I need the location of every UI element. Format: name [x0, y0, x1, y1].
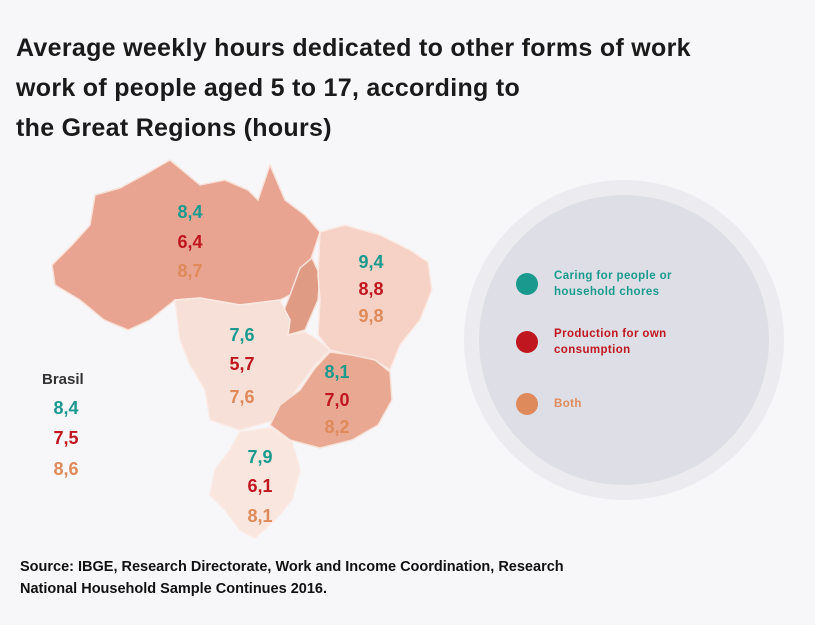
- region-center-west-shape: [174, 297, 332, 431]
- source-note: Source: IBGE, Research Directorate, Work…: [20, 556, 564, 600]
- title-line-1: Average weekly hours dedicated to other …: [16, 34, 691, 62]
- northeast-both-value: 9,8: [358, 306, 383, 326]
- legend-both-line-1: Both: [554, 398, 582, 410]
- region-southeast-shape: [269, 351, 393, 449]
- southeast-production-value: 7,0: [324, 390, 349, 410]
- brasil-both-value: 8,6: [53, 459, 78, 479]
- southeast-caring-value: 8,1: [324, 362, 349, 382]
- brasil-production-value: 7,5: [53, 428, 78, 448]
- legend-caring-line-2: household chores: [554, 286, 660, 298]
- brasil-caring-value: 8,4: [53, 398, 78, 418]
- title-line-3: the Great Regions (hours): [16, 114, 332, 142]
- south-caring-value: 7,9: [247, 447, 272, 467]
- region-tocantins-shape: [281, 256, 321, 336]
- south-both-value: 8,1: [247, 506, 272, 526]
- center-west-production-value: 5,7: [229, 354, 254, 374]
- brasil-label: Brasil: [42, 371, 84, 388]
- legend-item-caring: Caring for people or household chores: [516, 268, 672, 300]
- title-line-2: work of people aged 5 to 17, according t…: [16, 74, 521, 102]
- legend-production-label: Production for own consumption: [554, 326, 667, 358]
- northeast-caring-value: 9,4: [358, 252, 383, 272]
- legend-item-both: Both: [516, 393, 582, 415]
- northeast-production-value: 8,8: [358, 279, 383, 299]
- teal-dot-icon: [516, 273, 538, 295]
- legend-production-line-2: consumption: [554, 344, 631, 356]
- center-west-caring-value: 7,6: [229, 325, 254, 345]
- source-line-2: National Household Sample Continues 2016…: [20, 581, 327, 597]
- legend-both-label: Both: [554, 396, 582, 412]
- region-northeast-shape: [317, 224, 433, 372]
- center-west-both-value: 7,6: [229, 387, 254, 407]
- southeast-both-value: 8,2: [324, 417, 349, 437]
- orange-dot-icon: [516, 393, 538, 415]
- south-production-value: 6,1: [247, 476, 272, 496]
- legend-caring-label: Caring for people or household chores: [554, 268, 672, 300]
- north-production-value: 6,4: [177, 232, 202, 252]
- north-both-value: 8,7: [177, 261, 202, 281]
- page-title: Average weekly hours dedicated to other …: [16, 28, 696, 148]
- legend-item-production: Production for own consumption: [516, 326, 667, 358]
- legend-caring-line-1: Caring for people or: [554, 270, 672, 282]
- red-dot-icon: [516, 331, 538, 353]
- north-caring-value: 8,4: [177, 202, 202, 222]
- source-line-1: Source: IBGE, Research Directorate, Work…: [20, 559, 564, 575]
- legend-production-line-1: Production for own: [554, 328, 667, 340]
- region-south-shape: [209, 427, 301, 539]
